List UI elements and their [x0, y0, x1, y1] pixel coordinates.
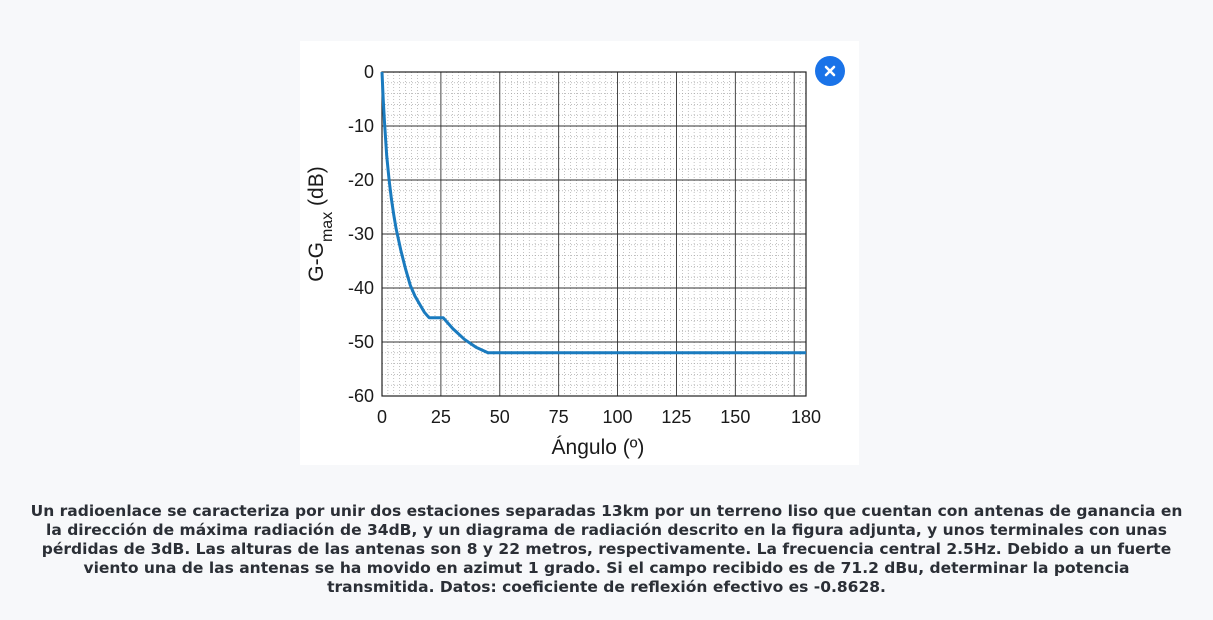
close-button[interactable] [815, 56, 845, 86]
y-axis-label: G-Gmax (dB) [305, 166, 336, 281]
y-tick-label: -40 [348, 278, 374, 298]
y-tick-label: -60 [348, 386, 374, 406]
plot-frame [381, 71, 807, 397]
x-axis-label: Ángulo (º) [552, 436, 645, 459]
x-tick-label: 180 [791, 407, 821, 427]
x-tick-label: 100 [603, 407, 633, 427]
x-tick-label: 50 [490, 407, 510, 427]
x-tick-label: 125 [661, 407, 691, 427]
radiation-pattern-chart: 0 25 50 75 100 125 150 180 0 -10 -20 -30 -40 -50 -60 Á… [305, 62, 821, 459]
y-tick-label: 0 [364, 62, 374, 82]
y-tick-label: -10 [348, 116, 374, 136]
y-axis-label-main: G-G [305, 242, 328, 282]
close-icon [824, 65, 836, 77]
y-axis-label-unit: (dB) [305, 166, 328, 212]
problem-statement: Un radioenlace se caracteriza por unir d… [30, 502, 1183, 596]
y-tick-label: -20 [348, 170, 374, 190]
figure-card: 0 25 50 75 100 125 150 180 0 -10 -20 -30 -40 -50 -60 Á… [300, 41, 859, 465]
x-tick-label: 150 [720, 407, 750, 427]
y-tick-label: -50 [348, 332, 374, 352]
x-tick-label: 25 [431, 407, 451, 427]
y-tick-label: -30 [348, 224, 374, 244]
y-axis-label-sub: max [319, 212, 336, 242]
gain-curve [380, 71, 806, 355]
x-tick-label: 0 [377, 407, 387, 427]
x-tick-label: 75 [549, 407, 569, 427]
